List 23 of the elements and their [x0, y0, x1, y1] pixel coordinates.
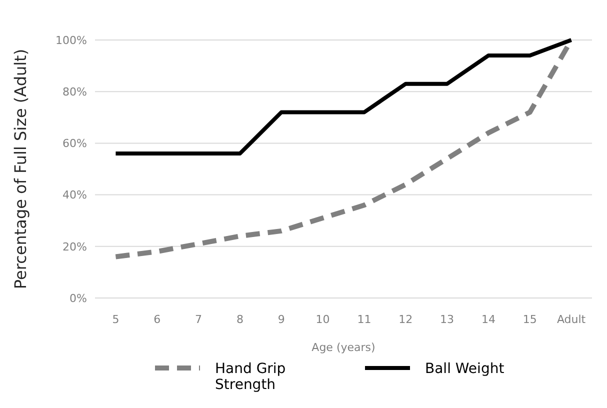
- x-tick-label: 10: [316, 313, 330, 326]
- x-tick-label: 13: [440, 313, 454, 326]
- x-tick-label: 12: [398, 313, 413, 326]
- line-series: [114, 38, 574, 156]
- x-tick-label: 9: [278, 313, 285, 326]
- y-tick-label: 20%: [62, 240, 87, 254]
- y-tick-label: 40%: [62, 188, 87, 202]
- x-tick-label: 11: [357, 313, 372, 326]
- x-tick-label: 15: [522, 313, 537, 326]
- y-tick-label: 0%: [70, 292, 87, 305]
- x-axis-title: Age (years): [312, 341, 376, 354]
- x-tick-label: 14: [481, 313, 496, 326]
- legend-label: Ball Weight: [425, 360, 505, 377]
- x-tick-label: 7: [195, 313, 202, 326]
- y-tick-label: 100%: [56, 34, 87, 47]
- y-tick-label: 60%: [62, 137, 87, 150]
- y-axis-title: Percentage of Full Size (Adult): [11, 48, 30, 290]
- x-tick-label: 6: [154, 313, 161, 326]
- y-tick-label: 80%: [62, 85, 87, 98]
- x-tick-label: Adult: [556, 313, 586, 326]
- legend-label: Hand Grip Strength: [215, 360, 286, 393]
- x-tick-label: 5: [112, 313, 120, 326]
- x-tick-label: 8: [236, 313, 244, 326]
